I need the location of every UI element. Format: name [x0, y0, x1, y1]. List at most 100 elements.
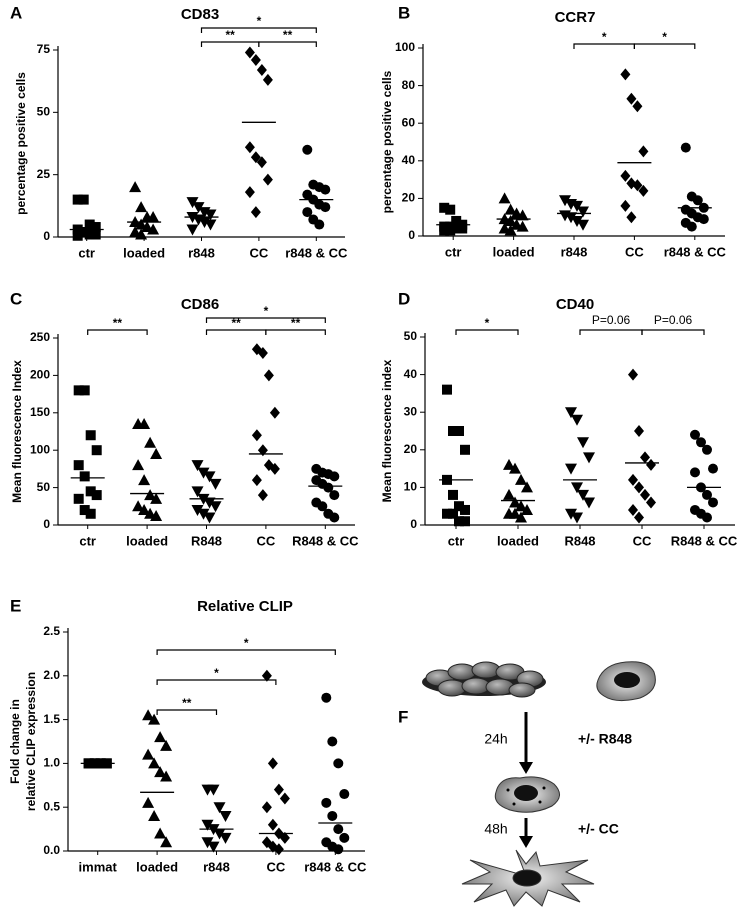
point: [147, 223, 160, 235]
x-tick-label: ctr: [79, 533, 96, 548]
point: [204, 209, 217, 221]
point: [632, 100, 643, 113]
point: [638, 184, 649, 197]
point: [583, 497, 595, 509]
point: [197, 508, 210, 520]
point: [320, 202, 331, 213]
panel-letter: A: [10, 3, 22, 22]
x-tick-label: r848 & CC: [285, 245, 348, 260]
point: [638, 145, 649, 158]
point: [142, 748, 155, 760]
point: [148, 757, 161, 769]
point: [504, 214, 517, 226]
point: [521, 481, 533, 493]
significance-label: **: [226, 28, 236, 42]
point: [521, 503, 533, 515]
point: [702, 444, 712, 455]
point: [267, 757, 278, 770]
y-tick-label: 50: [37, 105, 51, 119]
y-axis-label: Mean fluorescence Index: [10, 360, 24, 503]
point: [680, 142, 691, 153]
significance-bracket: [579, 329, 643, 335]
point: [84, 229, 95, 240]
x-tick-label: ctr: [78, 245, 95, 260]
point: [571, 512, 583, 524]
significance-label: **: [182, 696, 192, 710]
significance-label: **: [291, 316, 301, 330]
point: [571, 215, 583, 227]
y-tick-label: 150: [30, 405, 50, 419]
point: [504, 224, 517, 236]
point: [85, 486, 96, 497]
point: [690, 429, 700, 440]
point: [251, 429, 262, 442]
point: [213, 802, 226, 814]
x-tick-label: CC: [633, 533, 652, 548]
point: [279, 792, 290, 805]
x-tick-label: r848: [561, 244, 588, 259]
point: [250, 206, 261, 219]
point: [565, 508, 577, 520]
point: [460, 504, 470, 515]
y-tick-label: 0: [408, 228, 415, 242]
point: [327, 736, 338, 747]
point: [135, 228, 148, 240]
point: [565, 212, 577, 224]
point: [132, 500, 145, 512]
point: [256, 156, 267, 169]
point: [91, 445, 102, 456]
point: [690, 467, 700, 478]
significance-bracket: [156, 649, 336, 655]
point: [209, 478, 222, 490]
point: [132, 459, 145, 471]
y-tick-label: 40: [404, 367, 418, 381]
point: [142, 709, 155, 721]
point: [160, 770, 173, 782]
point: [439, 202, 450, 213]
point: [640, 488, 650, 501]
point: [273, 843, 284, 856]
significance-bracket: [200, 27, 317, 33]
point: [698, 214, 709, 225]
significance-label: *: [214, 666, 219, 680]
point: [451, 223, 462, 234]
point: [73, 460, 84, 471]
significance-bracket: [205, 317, 326, 323]
significance-bracket: [633, 43, 696, 49]
point: [73, 385, 84, 396]
point: [191, 505, 204, 517]
point: [515, 473, 527, 485]
chart-title: CD40: [556, 296, 594, 313]
chart-title: CD83: [181, 6, 219, 23]
y-tick-label: 20: [404, 442, 418, 456]
significance-label: *: [257, 14, 262, 28]
point: [84, 219, 95, 230]
point: [634, 425, 644, 437]
point: [454, 426, 464, 436]
chart-title: CD86: [181, 296, 219, 313]
point: [516, 209, 529, 221]
chart-title: Relative CLIP: [197, 598, 293, 615]
point: [628, 473, 638, 486]
cell-cluster: [422, 661, 546, 698]
point: [577, 219, 589, 231]
arrow-head: [519, 762, 533, 774]
point: [329, 512, 340, 523]
point: [85, 508, 96, 519]
point: [279, 831, 290, 844]
point: [457, 223, 468, 234]
significance-label: **: [113, 316, 123, 330]
step-treatment: +/- R848: [578, 731, 632, 747]
point: [192, 202, 205, 214]
point: [504, 203, 517, 215]
x-tick-label: R848 & CC: [671, 533, 738, 548]
point: [209, 501, 222, 513]
y-tick-label: 0.5: [43, 799, 60, 813]
significance-bracket: [641, 329, 705, 335]
point: [620, 169, 631, 182]
point: [138, 474, 151, 486]
y-axis-label: Mean fluorescence index: [380, 359, 394, 502]
point: [708, 463, 718, 474]
point: [138, 504, 151, 516]
point: [565, 463, 577, 475]
